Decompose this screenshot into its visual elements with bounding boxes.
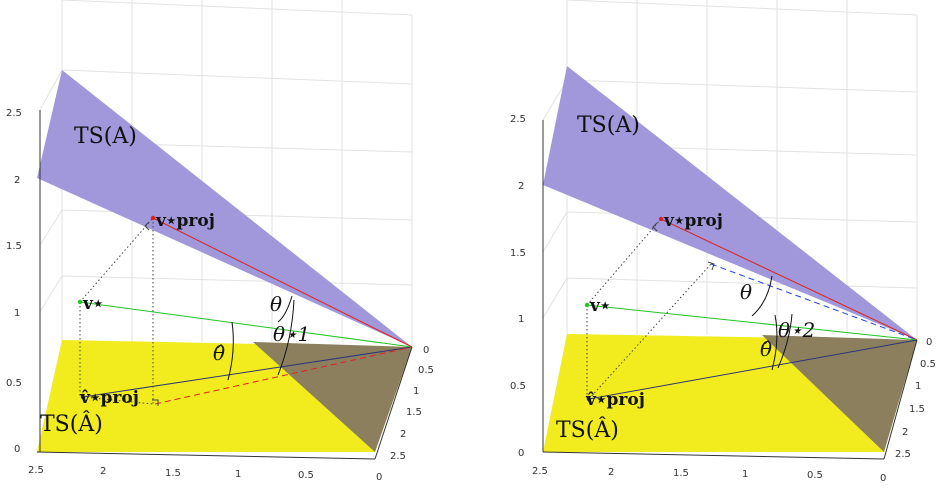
right-depth-tick-5: 2.5 bbox=[895, 449, 911, 460]
left-y-tick-1: 0.5 bbox=[6, 378, 22, 389]
right-label-ts-a: TS(A) bbox=[577, 113, 640, 138]
left-label-ts-a: TS(A) bbox=[74, 124, 137, 149]
right-label-v-proj: v⋆proj bbox=[663, 211, 723, 231]
left-x-tick-3: 1 bbox=[235, 469, 241, 480]
right-y-tick-2: 1 bbox=[518, 314, 524, 325]
left-y-tick-2: 1 bbox=[14, 308, 20, 319]
right-label-theta-star: θ⋆2 bbox=[778, 318, 815, 342]
left-y-tick-5: 2.5 bbox=[6, 108, 22, 119]
right-right-angle-marker bbox=[652, 222, 658, 232]
left-dotted-lines bbox=[79, 217, 154, 405]
right-right-angle-marker-2 bbox=[707, 261, 715, 271]
right-arc-theta-star bbox=[777, 313, 793, 369]
right-y-tick-3: 1.5 bbox=[510, 248, 526, 259]
right-label-v-hat-proj: v̂⋆proj bbox=[585, 390, 645, 410]
left-right-angle-marker bbox=[144, 221, 150, 231]
left-plane-overlap bbox=[253, 342, 412, 452]
left-dashed-red bbox=[154, 346, 413, 405]
left-x-tick-5: 0 bbox=[376, 472, 382, 483]
left-x-tick-0: 2.5 bbox=[28, 465, 44, 476]
right-point-v-proj bbox=[658, 216, 664, 222]
right-label-theta: θ bbox=[740, 280, 752, 304]
right-x-tick-0: 2.5 bbox=[532, 466, 548, 477]
right-arc-theta bbox=[751, 275, 773, 317]
right-arc-theta-hat bbox=[771, 314, 778, 371]
left-x-tick-1: 2 bbox=[100, 466, 106, 477]
left-point-v-proj bbox=[150, 215, 156, 221]
left-line-v-hat-proj bbox=[82, 346, 413, 398]
right-line-v-hat-proj bbox=[588, 339, 918, 400]
right-y-tick-4: 2 bbox=[518, 181, 524, 192]
left-label-theta-hat: θ̂ bbox=[213, 341, 225, 365]
right-y-tick-1: 0.5 bbox=[510, 381, 526, 392]
left-x-tick-2: 1.5 bbox=[165, 468, 181, 479]
right-line-v-proj bbox=[660, 218, 918, 341]
left-x-tick-4: 0.5 bbox=[298, 470, 314, 481]
left-y-ticks: 0 0.5 1 1.5 2 2.5 bbox=[6, 108, 22, 455]
left-depth-tick-1: 0.5 bbox=[418, 365, 434, 376]
right-label-theta-hat: θ̂ bbox=[760, 337, 772, 361]
right-line-v bbox=[586, 304, 918, 341]
left-depth-tick-4: 2 bbox=[400, 429, 406, 440]
left-point-v bbox=[77, 299, 83, 305]
right-label-v: v⋆ bbox=[589, 296, 611, 316]
left-panel: TS(A) TS(Â) v⋆proj v⋆ v̂⋆proj θ θ⋆1 θ̂ 0… bbox=[6, 0, 434, 483]
left-arc-theta-star bbox=[277, 299, 295, 376]
left-label-v-proj: v⋆proj bbox=[155, 211, 215, 231]
left-x-ticks: 2.5 2 1.5 1 0.5 0 bbox=[28, 465, 382, 483]
right-plane-overlap bbox=[762, 335, 917, 452]
left-plane-ts-a bbox=[37, 70, 412, 347]
right-depth-tick-2: 1 bbox=[915, 381, 921, 392]
right-point-v bbox=[584, 302, 590, 308]
left-y-tick-0: 0 bbox=[14, 444, 20, 455]
right-point-v-hat-proj bbox=[586, 396, 592, 402]
right-dashed-blue bbox=[710, 263, 918, 341]
left-arc-theta bbox=[277, 295, 293, 323]
left-point-v-hat-proj bbox=[80, 394, 86, 400]
right-x-tick-2: 1.5 bbox=[673, 468, 689, 479]
right-depth-tick-0: 0 bbox=[926, 337, 932, 348]
right-y-tick-0: 0 bbox=[518, 448, 524, 459]
right-depth-tick-1: 0.5 bbox=[920, 359, 936, 370]
left-depth-tick-3: 1.5 bbox=[406, 407, 422, 418]
left-y-tick-3: 1.5 bbox=[6, 241, 22, 252]
right-x-ticks: 2.5 2 1.5 1 0.5 0 bbox=[532, 466, 886, 484]
right-y-ticks: 0 0.5 1 1.5 2 2.5 bbox=[510, 114, 526, 459]
left-depth-tick-5: 2.5 bbox=[390, 451, 406, 462]
right-depth-tick-4: 2 bbox=[902, 427, 908, 438]
left-y-tick-4: 2 bbox=[14, 175, 20, 186]
left-line-v bbox=[79, 301, 413, 348]
right-panel: TS(A) TS(Â) v⋆proj v⋆ v̂⋆proj θ θ⋆2 θ̂ 0… bbox=[510, 0, 936, 484]
left-line-v-proj bbox=[152, 217, 413, 348]
right-plane-ts-a bbox=[543, 66, 917, 340]
right-depth-ticks: 0 0.5 1 1.5 2 2.5 bbox=[895, 337, 936, 460]
left-label-theta: θ bbox=[270, 292, 282, 316]
right-x-tick-1: 2 bbox=[608, 467, 614, 478]
right-label-ts-a-hat: TS(Â) bbox=[556, 416, 619, 443]
right-x-tick-5: 0 bbox=[880, 473, 886, 484]
right-x-tick-4: 0.5 bbox=[807, 470, 823, 481]
left-right-angle-marker-2 bbox=[152, 399, 159, 406]
left-depth-tick-0: 0 bbox=[423, 345, 429, 356]
left-label-v: v⋆ bbox=[82, 294, 104, 314]
left-depth-ticks: 0 0.5 1 1.5 2 2.5 bbox=[390, 345, 434, 462]
right-x-tick-3: 1 bbox=[742, 469, 748, 480]
left-arc-theta-hat bbox=[227, 321, 234, 381]
right-axes bbox=[542, 120, 918, 460]
right-depth-tick-3: 1.5 bbox=[909, 404, 925, 415]
left-depth-tick-2: 1 bbox=[413, 386, 419, 397]
left-label-theta-star: θ⋆1 bbox=[273, 322, 310, 346]
left-label-v-hat-proj: v̂⋆proj bbox=[79, 388, 139, 408]
left-label-ts-a-hat: TS(Â) bbox=[40, 410, 103, 437]
right-dotted-lines bbox=[586, 218, 712, 400]
right-y-tick-5: 2.5 bbox=[510, 114, 526, 125]
left-axes bbox=[36, 110, 413, 460]
